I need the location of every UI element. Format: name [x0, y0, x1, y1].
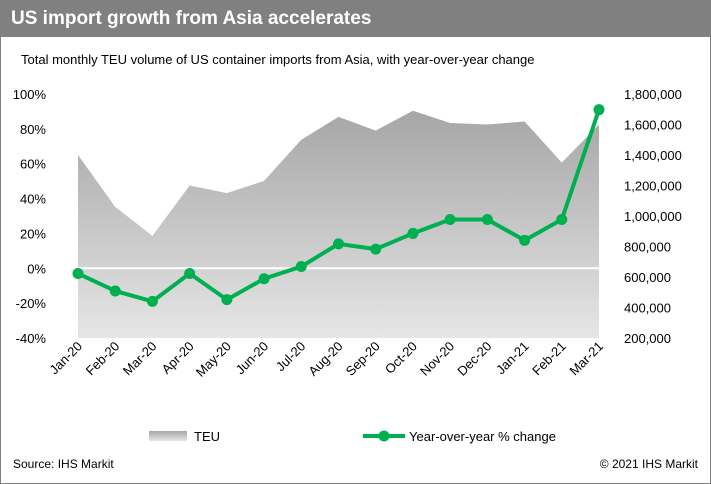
x-tick-label: Jan-21 [493, 339, 532, 378]
source-note: Source: IHS Markit [13, 457, 114, 471]
x-tick-label: Jan-20 [46, 339, 85, 378]
right-tick-label: 1,800,000 [624, 87, 682, 102]
yoy-point [72, 268, 84, 280]
left-tick-label: 40% [20, 192, 46, 207]
right-tick-label: 1,000,000 [624, 209, 682, 224]
legend-yoy-marker [378, 430, 390, 442]
left-tick-label: 20% [20, 226, 46, 241]
chart-subtitle: Total monthly TEU volume of US container… [21, 52, 535, 67]
yoy-point [221, 294, 233, 306]
left-tick-label: -20% [16, 296, 47, 311]
right-tick-label: 1,400,000 [624, 148, 682, 163]
legend-teu-label: TEU [194, 429, 220, 444]
left-tick-label: -40% [16, 331, 47, 346]
copyright-note: © 2021 IHS Markit [599, 457, 698, 471]
left-tick-label: 80% [20, 122, 46, 137]
right-tick-label: 1,600,000 [624, 118, 682, 133]
left-tick-label: 0% [27, 261, 46, 276]
chart-title: US import growth from Asia accelerates [11, 8, 372, 29]
legend-yoy-label: Year-over-year % change [409, 429, 556, 444]
x-tick-label: Mar-21 [566, 339, 606, 379]
right-tick-label: 800,000 [624, 240, 671, 255]
yoy-point [444, 213, 456, 225]
right-tick-label: 1,200,000 [624, 179, 682, 194]
right-tick-label: 200,000 [624, 331, 671, 346]
x-tick-label: Jul-20 [273, 339, 309, 375]
left-tick-label: 100% [13, 87, 47, 102]
x-tick-label: Mar-20 [120, 339, 160, 379]
yoy-point [519, 234, 531, 246]
yoy-point [333, 238, 344, 250]
yoy-point [146, 295, 158, 307]
title-bar: US import growth from Asia accelerates [1, 1, 710, 37]
x-tick-label: Apr-20 [159, 339, 197, 377]
x-tick-label: Feb-21 [529, 339, 569, 379]
x-tick-label: Oct-20 [382, 339, 420, 377]
legend-teu-swatch [149, 431, 187, 441]
yoy-point [370, 243, 382, 255]
x-tick-label: Nov-20 [417, 339, 457, 379]
teu-area [78, 110, 599, 339]
x-tick-label: Sep-20 [343, 339, 383, 379]
yoy-point [109, 285, 121, 297]
yoy-point [407, 227, 419, 239]
yoy-point [556, 213, 568, 225]
x-tick-label: Jun-20 [232, 339, 271, 378]
x-tick-label: Dec-20 [454, 339, 494, 379]
yoy-point [593, 104, 605, 116]
x-tick-label: May-20 [193, 339, 234, 380]
left-tick-label: 60% [20, 157, 46, 172]
x-tick-label: Feb-20 [83, 339, 123, 379]
right-tick-label: 400,000 [624, 301, 671, 316]
yoy-point [295, 261, 307, 273]
yoy-point [258, 273, 270, 285]
yoy-point [184, 268, 196, 280]
right-tick-label: 600,000 [624, 270, 671, 285]
yoy-point [481, 213, 493, 225]
x-tick-label: Aug-20 [305, 339, 345, 379]
